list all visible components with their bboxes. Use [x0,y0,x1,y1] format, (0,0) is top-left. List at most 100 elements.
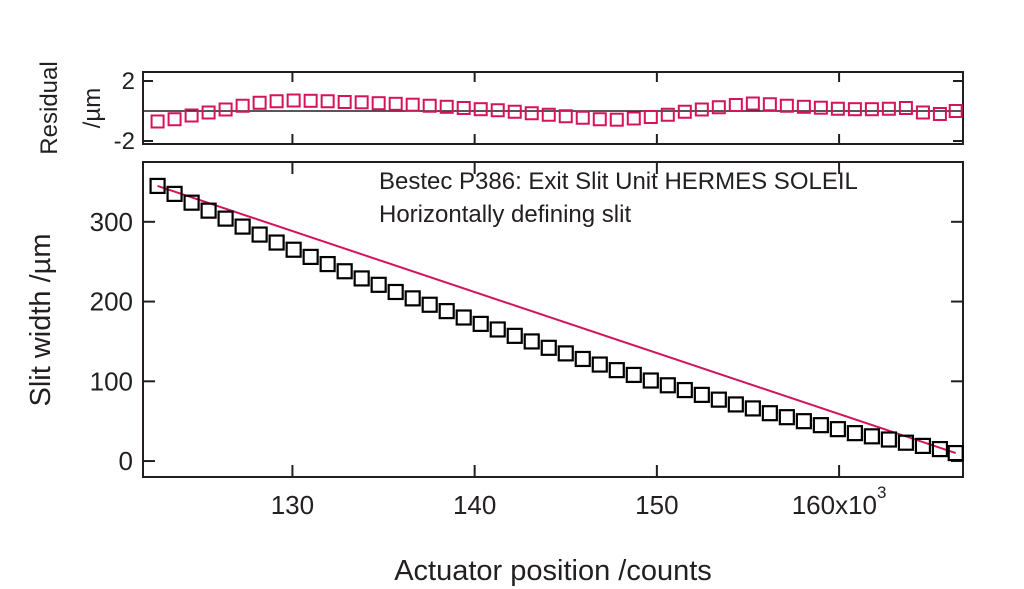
residual-point [694,102,709,117]
fit-line-path [157,184,957,455]
main-point [608,362,625,379]
residual-point [473,102,488,117]
residual-point [898,101,913,115]
residual-panel-frame [142,71,964,145]
main-xtick-label: 130 [271,490,314,520]
main-point [285,241,302,258]
main-point [217,210,234,227]
residual-point [762,97,777,112]
residual-point [643,110,658,124]
main-point [812,417,829,434]
main-point [659,377,676,394]
main-ytick-label: 200 [90,287,133,317]
residual-point [813,100,828,115]
residual-point [371,96,386,111]
main-point [523,333,540,350]
main-ytick-label: 100 [90,366,133,396]
main-point [489,321,506,338]
main-point [727,396,744,413]
residual-point [269,94,284,109]
residual-point [303,93,318,108]
residual-point [422,98,437,113]
residual-point [728,98,743,112]
main-point [353,270,370,287]
main-point [234,218,251,235]
residual-point [677,104,692,119]
residual-point [218,102,233,117]
residual-point [439,99,454,114]
residual-point [558,109,573,124]
main-point [404,290,421,307]
xtick-exponent: 3 [877,483,886,502]
main-point [506,327,523,344]
main-point [642,372,659,389]
main-point [268,234,285,251]
residual-point [660,107,675,122]
main-point [251,226,268,243]
residual-point [524,106,539,121]
main-point [947,444,964,462]
residual-ylabel-line1: Residual [36,61,63,154]
residual-point [626,111,641,126]
main-point [693,386,710,403]
residual-point [575,110,590,125]
residual-point [286,93,301,108]
residual-point [235,98,250,113]
residual-point [490,103,505,118]
residual-point [881,101,896,116]
residual-point [864,102,879,117]
main-point [336,263,353,280]
residual-ylabel-line2: /µm [79,88,106,129]
annotation-line1: Bestec P386: Exit Slit Unit HERMES SOLEI… [379,168,858,195]
main-point [914,437,932,454]
main-point [591,356,608,373]
main-point [387,283,404,301]
residual-point [337,95,352,109]
residual-point [847,102,862,117]
main-points [149,177,964,462]
residual-ytick-label: 2 [122,68,135,95]
main-point [880,431,897,448]
residual-point [932,107,947,121]
main-point [795,413,812,430]
main-point [421,296,438,313]
residual-point [796,99,811,114]
main-point [438,303,455,320]
main-point [574,350,591,368]
fit-line [157,184,957,455]
residual-point [711,100,726,115]
residual-point [609,112,624,127]
main-point [302,248,319,265]
x-axis-title: Actuator position /counts [394,555,712,587]
main-point [166,185,183,202]
main-point [200,202,217,219]
y-axis-title: Slit width /µm [25,233,57,406]
annotation-line2: Horizontally defining slit [379,201,631,228]
main-point [455,309,472,326]
residual-point [184,108,199,123]
main-axis-ticks: 0 100 200 300 130 140 150 160x103 [90,72,963,520]
main-point [676,381,693,399]
main-ytick-label: 0 [119,446,133,476]
residual-point [779,98,794,113]
main-point [370,276,387,293]
main-xtick-label: 140 [453,490,496,520]
residual-points [150,93,963,129]
main-point [829,421,846,438]
residual-y-ticks: 2 -2 [114,68,963,155]
residual-point [388,96,403,111]
main-point [540,339,557,356]
residual-point [354,95,369,110]
main-ytick-label: 300 [90,207,133,237]
residual-point [915,105,930,120]
main-point [846,425,863,442]
main-panel-frame [142,161,964,478]
residual-point [167,112,182,127]
residual-point [830,101,845,116]
main-point [710,391,727,408]
main-point [931,440,949,458]
residual-point [320,94,335,109]
main-point [761,405,778,422]
residual-point [541,107,556,122]
residual-point [745,96,760,111]
